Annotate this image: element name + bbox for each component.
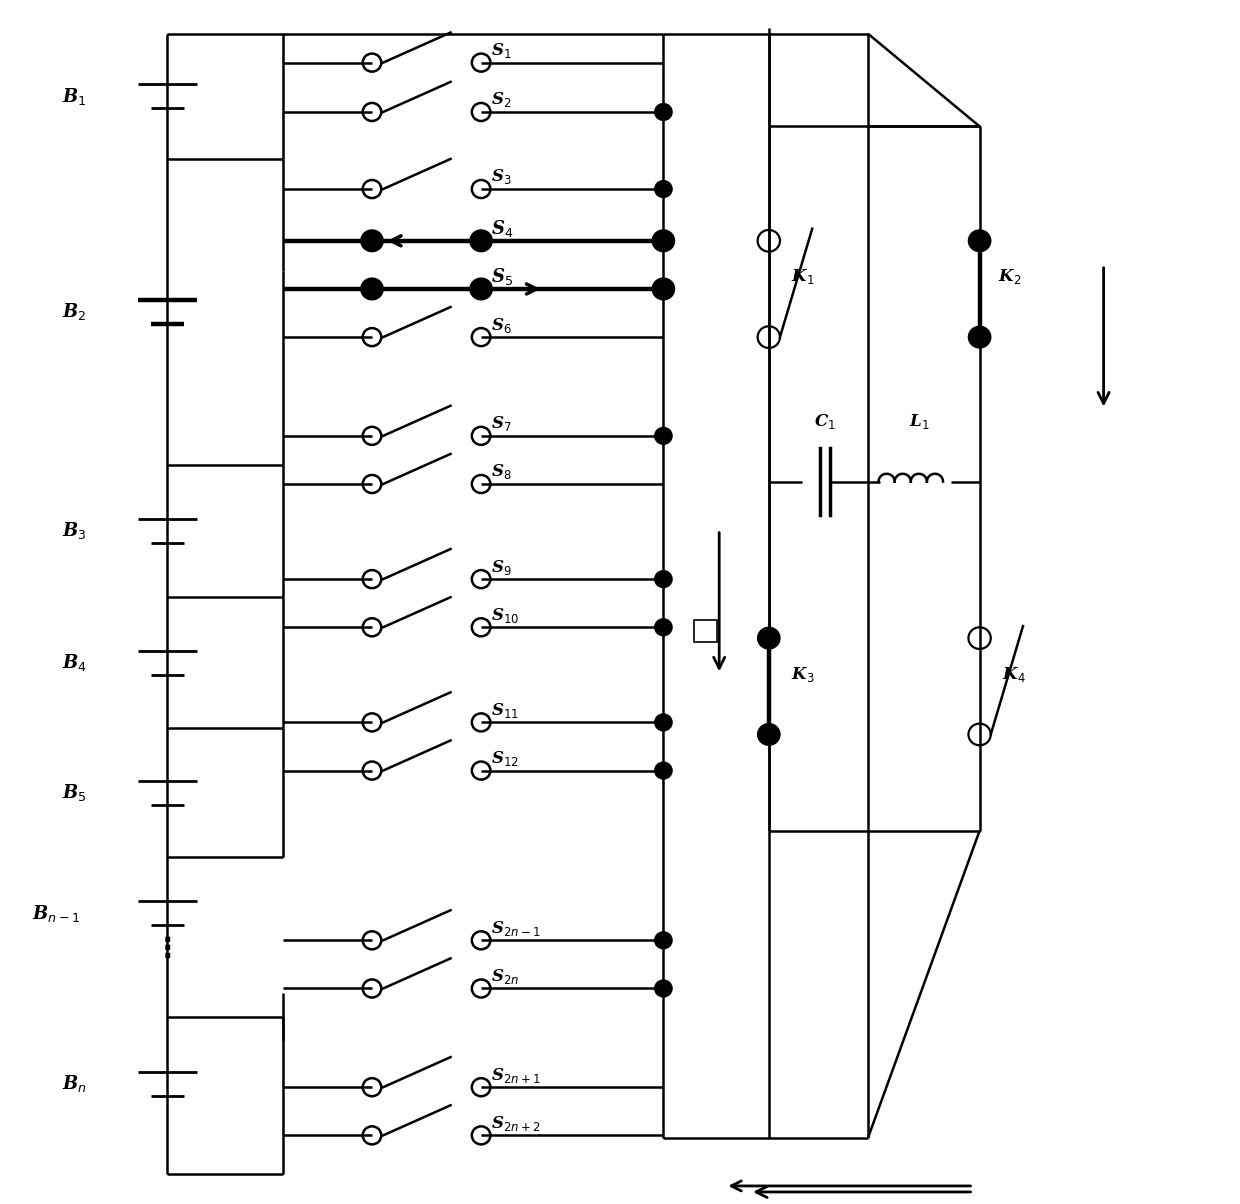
Text: K$_4$: K$_4$	[1002, 665, 1025, 684]
Circle shape	[655, 980, 672, 997]
Circle shape	[655, 104, 672, 120]
Text: S$_{10}$: S$_{10}$	[491, 606, 520, 625]
Text: S$_{2n}$: S$_{2n}$	[491, 967, 520, 986]
Text: S$_{12}$: S$_{12}$	[491, 749, 518, 768]
Text: B$_2$: B$_2$	[62, 301, 87, 323]
Text: S$_9$: S$_9$	[491, 557, 512, 577]
Text: S$_1$: S$_1$	[491, 41, 512, 60]
Text: L$_1$: L$_1$	[909, 412, 929, 431]
Circle shape	[655, 181, 672, 197]
Circle shape	[655, 714, 672, 731]
Text: K$_2$: K$_2$	[998, 267, 1022, 287]
Text: S$_6$: S$_6$	[491, 315, 512, 335]
Text: S$_2$: S$_2$	[491, 90, 511, 110]
Text: S$_{11}$: S$_{11}$	[491, 701, 520, 720]
Text: C$_1$: C$_1$	[813, 412, 836, 431]
Text: S$_{2n+2}$: S$_{2n+2}$	[491, 1114, 541, 1133]
Circle shape	[361, 230, 383, 252]
Text: S$_3$: S$_3$	[491, 167, 512, 187]
Text: K$_3$: K$_3$	[791, 665, 815, 684]
Circle shape	[758, 724, 780, 745]
Text: B$_1$: B$_1$	[62, 85, 87, 107]
Text: S$_{2n+1}$: S$_{2n+1}$	[491, 1066, 541, 1085]
Text: K$_1$: K$_1$	[791, 267, 815, 287]
Text: B$_4$: B$_4$	[62, 653, 87, 673]
Circle shape	[652, 278, 675, 300]
Circle shape	[361, 278, 383, 300]
Circle shape	[655, 932, 672, 949]
Text: S$_4$: S$_4$	[491, 218, 513, 240]
Circle shape	[652, 230, 675, 252]
Circle shape	[968, 230, 991, 252]
Text: B$_3$: B$_3$	[62, 520, 87, 542]
Circle shape	[968, 326, 991, 348]
Text: B$_{n-1}$: B$_{n-1}$	[32, 903, 79, 923]
Text: S$_{2n-1}$: S$_{2n-1}$	[491, 919, 541, 938]
Circle shape	[655, 619, 672, 636]
Circle shape	[655, 571, 672, 588]
Text: S$_8$: S$_8$	[491, 462, 512, 482]
Circle shape	[655, 762, 672, 779]
Circle shape	[470, 278, 492, 300]
Bar	[694, 620, 717, 642]
Text: S$_5$: S$_5$	[491, 266, 513, 288]
Text: S$_7$: S$_7$	[491, 414, 512, 433]
Circle shape	[470, 230, 492, 252]
Text: ⋮: ⋮	[154, 936, 181, 963]
Text: B$_n$: B$_n$	[62, 1073, 87, 1094]
Circle shape	[758, 627, 780, 649]
Circle shape	[655, 427, 672, 444]
Text: B$_5$: B$_5$	[62, 783, 87, 803]
